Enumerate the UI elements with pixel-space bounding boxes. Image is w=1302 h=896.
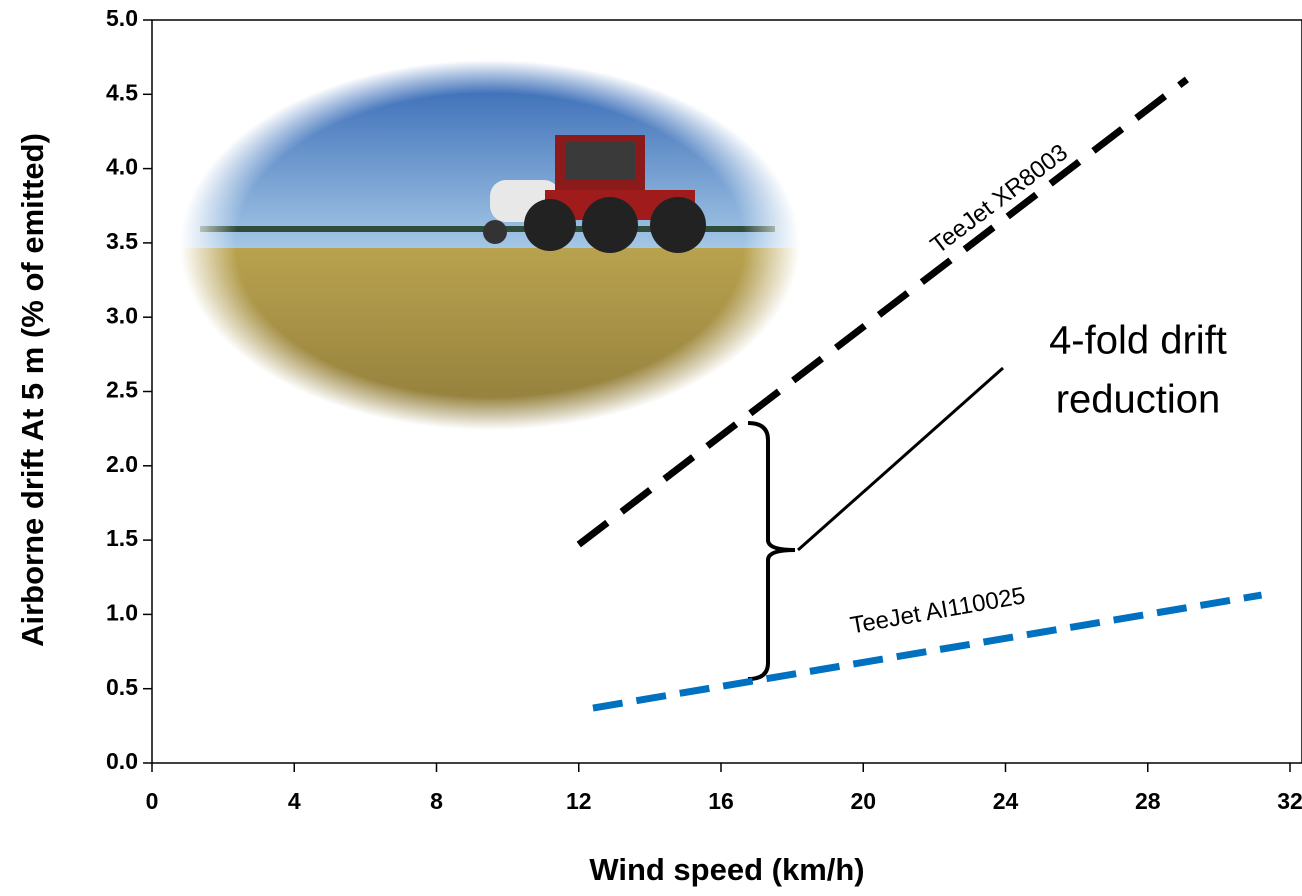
y-tick-label: 2.5 bbox=[106, 377, 138, 403]
x-tick-label: 8 bbox=[430, 788, 443, 814]
annotation: 4-fold drift bbox=[1049, 319, 1227, 363]
x-tick-label: 4 bbox=[288, 788, 301, 814]
photo bbox=[175, 55, 805, 438]
x-axis-title: Wind speed (km/h) bbox=[589, 852, 864, 887]
bracket bbox=[747, 421, 796, 681]
x-tick-label: 24 bbox=[993, 788, 1019, 814]
leader-line bbox=[797, 366, 1004, 552]
series-line bbox=[592, 591, 1263, 712]
annotation: reduction bbox=[1056, 378, 1221, 422]
y-tick-label: 5.0 bbox=[106, 5, 138, 31]
x-tick-label: 20 bbox=[850, 788, 876, 814]
y-axis-title: Airborne drift At 5 m (% of emitted) bbox=[15, 133, 50, 647]
y-tick-label: 0.5 bbox=[106, 674, 138, 700]
x-tick-label: 16 bbox=[708, 788, 734, 814]
x-tick-label: 0 bbox=[146, 788, 159, 814]
x-tick-label: 12 bbox=[566, 788, 592, 814]
y-tick-label: 1.0 bbox=[106, 599, 138, 625]
y-tick-label: 3.5 bbox=[106, 228, 138, 254]
y-tick-label: 1.5 bbox=[106, 525, 138, 551]
y-tick-label: 3.0 bbox=[106, 302, 138, 328]
y-tick-label: 4.0 bbox=[106, 154, 138, 180]
y-tick-label: 2.0 bbox=[106, 451, 138, 477]
x-tick-label: 32 bbox=[1277, 788, 1302, 814]
series-label: TeeJet AI110025 bbox=[848, 582, 1027, 639]
y-tick-label: 4.5 bbox=[106, 79, 138, 105]
series-line bbox=[576, 76, 1189, 548]
series-label: TeeJet XR8003 bbox=[926, 139, 1073, 259]
y-tick-label: 0.0 bbox=[106, 748, 138, 774]
x-tick-label: 28 bbox=[1135, 788, 1161, 814]
